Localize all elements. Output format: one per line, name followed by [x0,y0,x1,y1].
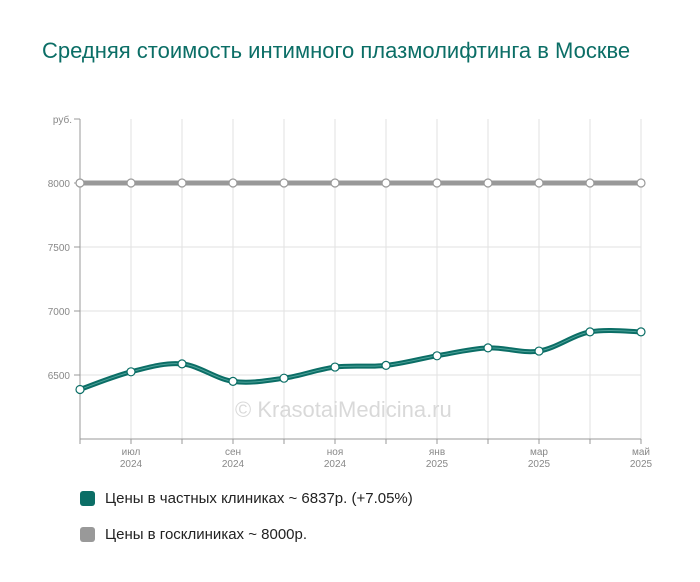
data-point [432,351,442,361]
watermark: © KrasotaiMedicina.ru [235,397,452,422]
data-point [177,359,187,369]
data-point [126,367,136,377]
y-tick-label: 6500 [48,371,71,382]
series-line [77,327,644,392]
data-point [279,373,289,383]
series-private [75,327,646,395]
x-tick-label-year: 2025 [426,459,449,470]
data-point [432,178,442,188]
data-point [534,346,544,356]
x-tick-label-month: сен [225,447,241,458]
data-point [75,384,85,395]
x-tick-label-month: июл [122,447,141,458]
legend-item-private[interactable]: Цены в частных клиниках ~ 6837р. (+7.05%… [80,488,413,508]
y-tick-label: 7000 [48,307,71,318]
x-tick-label-year: 2024 [222,459,245,470]
series [75,178,646,395]
legend-swatch-state [80,526,95,542]
x-tick-label-year: 2024 [120,459,143,470]
legend-swatch-private [80,490,95,506]
series-state [75,178,646,188]
data-point [585,178,595,188]
data-point [228,178,238,188]
legend-label-private: Цены в частных клиниках ~ 6837р. (+7.05%… [105,489,413,507]
x-tick-label-month: янв [429,447,445,458]
data-point [534,178,544,188]
data-point [636,327,646,337]
data-point [381,178,391,188]
x-tick-label-year: 2025 [528,459,551,470]
grid [79,119,642,439]
data-point [228,376,238,386]
data-point [330,178,340,188]
data-point [330,362,340,372]
data-point [279,178,289,188]
x-tick-label-year: 2025 [630,459,653,470]
data-point [483,178,493,188]
series-line-highlight [79,329,642,390]
y-tick-label: 7500 [48,243,71,254]
chart-title: Средняя стоимость интимного плазмолифтин… [42,38,631,63]
data-point [126,178,136,188]
legend: Цены в частных клиниках ~ 6837р. (+7.05%… [80,488,413,560]
x-tick-label-month: май [632,447,650,458]
data-point [585,327,595,337]
y-axis-unit: руб. [53,114,72,126]
legend-item-state[interactable]: Цены в госклиниках ~ 8000р. [80,524,413,544]
y-tick-label: 8000 [48,179,71,190]
x-tick-label-year: 2024 [324,459,347,470]
data-point [75,178,85,188]
x-tick-label-month: мар [530,447,548,458]
axes: 6500700075008000руб.июл2024сен2024ноя202… [48,114,653,470]
data-point [177,178,187,188]
legend-label-state: Цены в госклиниках ~ 8000р. [105,525,308,543]
data-point [636,178,646,188]
data-point [483,343,493,353]
x-tick-label-month: ноя [327,447,344,458]
data-point [381,360,391,370]
